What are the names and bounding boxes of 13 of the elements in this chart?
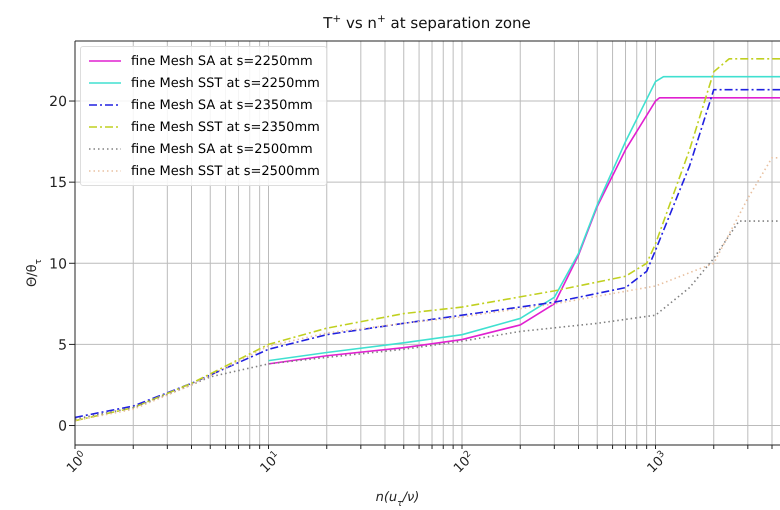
legend-label: fine Mesh SA at s=2350mm: [131, 98, 313, 112]
y-tick-label: 5: [58, 337, 67, 354]
legend-label: fine Mesh SA at s=2250mm: [131, 54, 313, 68]
legend-label: fine Mesh SA at s=2500mm: [131, 142, 313, 156]
legend-label: fine Mesh SST at s=2350mm: [131, 120, 320, 134]
y-tick-label: 10: [49, 256, 67, 272]
y-tick-label: 15: [49, 175, 67, 192]
legend-label: fine Mesh SST at s=2500mm: [131, 164, 320, 178]
legend-label: fine Mesh SST at s=2250mm: [131, 76, 320, 90]
x-axis-title: n(u$_{τ}$/ν): [376, 490, 420, 509]
y-tick-label: 0: [58, 418, 67, 434]
y-tick-label: 20: [49, 94, 67, 110]
chart-title: T$^{+}$ vs n$^{+}$ at separation zone: [322, 13, 531, 32]
